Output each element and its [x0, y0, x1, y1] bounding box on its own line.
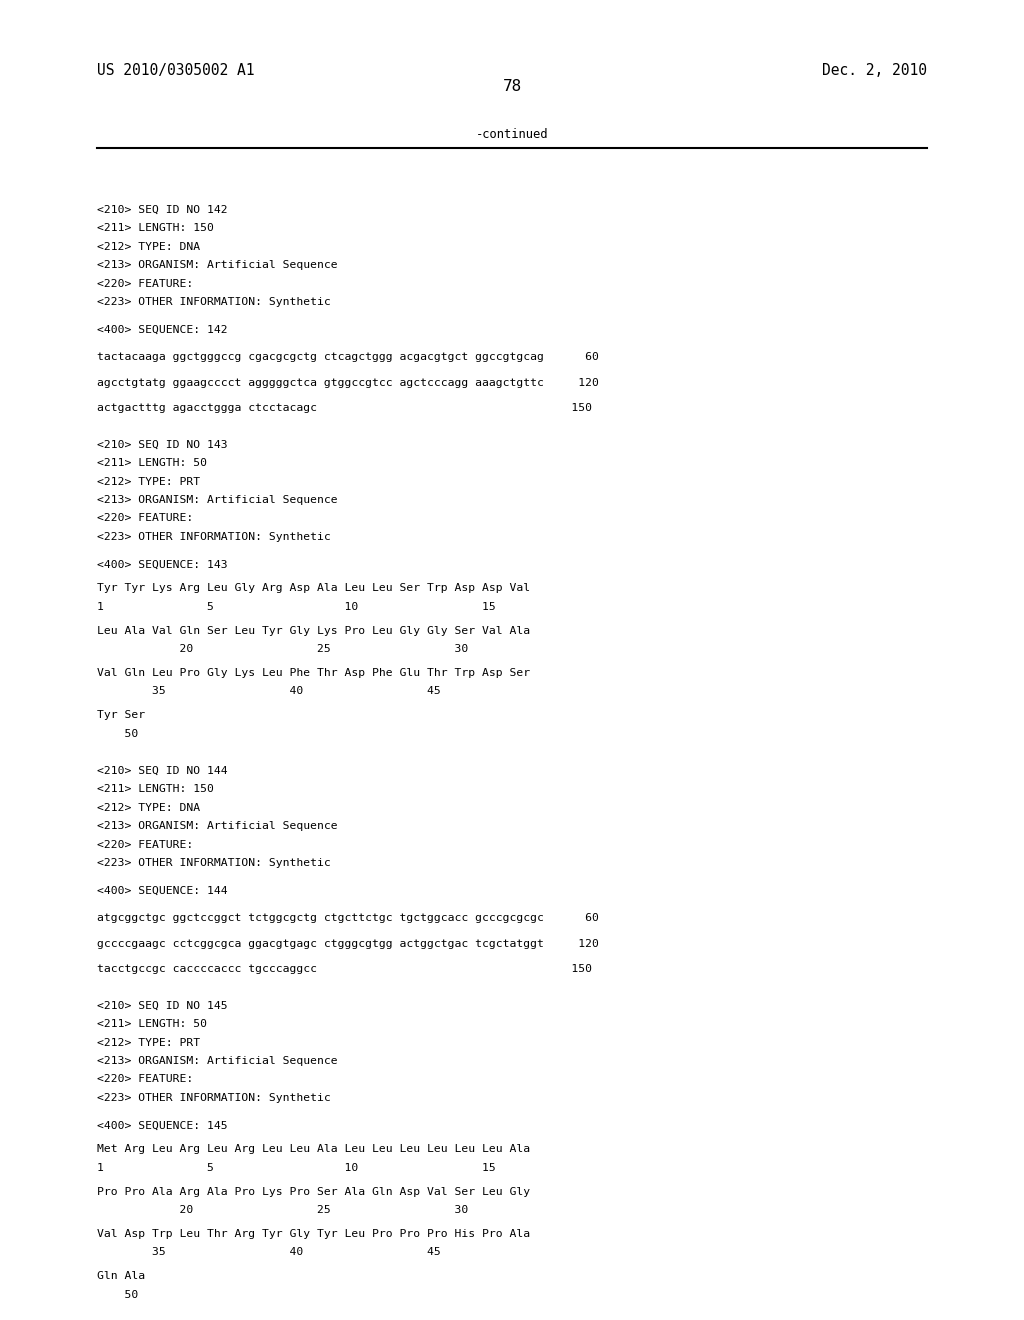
Text: atgcggctgc ggctccggct tctggcgctg ctgcttctgc tgctggcacc gcccgcgcgc      60: atgcggctgc ggctccggct tctggcgctg ctgcttc… [97, 913, 599, 924]
Text: US 2010/0305002 A1: US 2010/0305002 A1 [97, 63, 255, 78]
Text: <213> ORGANISM: Artificial Sequence: <213> ORGANISM: Artificial Sequence [97, 495, 338, 506]
Text: 35                  40                  45: 35 40 45 [97, 686, 441, 697]
Text: Pro Pro Ala Arg Ala Pro Lys Pro Ser Ala Gln Asp Val Ser Leu Gly: Pro Pro Ala Arg Ala Pro Lys Pro Ser Ala … [97, 1187, 530, 1197]
Text: <212> TYPE: PRT: <212> TYPE: PRT [97, 477, 201, 487]
Text: Val Gln Leu Pro Gly Lys Leu Phe Thr Asp Phe Glu Thr Trp Asp Ser: Val Gln Leu Pro Gly Lys Leu Phe Thr Asp … [97, 668, 530, 678]
Text: <220> FEATURE:: <220> FEATURE: [97, 279, 194, 289]
Text: <220> FEATURE:: <220> FEATURE: [97, 513, 194, 524]
Text: 20                  25                  30: 20 25 30 [97, 644, 469, 655]
Text: Gln Ala: Gln Ala [97, 1271, 145, 1282]
Text: <212> TYPE: PRT: <212> TYPE: PRT [97, 1038, 201, 1048]
Text: <400> SEQUENCE: 143: <400> SEQUENCE: 143 [97, 560, 228, 570]
Text: <213> ORGANISM: Artificial Sequence: <213> ORGANISM: Artificial Sequence [97, 260, 338, 271]
Text: <213> ORGANISM: Artificial Sequence: <213> ORGANISM: Artificial Sequence [97, 1056, 338, 1067]
Text: <210> SEQ ID NO 143: <210> SEQ ID NO 143 [97, 440, 228, 450]
Text: <211> LENGTH: 50: <211> LENGTH: 50 [97, 1019, 207, 1030]
Text: <213> ORGANISM: Artificial Sequence: <213> ORGANISM: Artificial Sequence [97, 821, 338, 832]
Text: <211> LENGTH: 150: <211> LENGTH: 150 [97, 784, 214, 795]
Text: Val Asp Trp Leu Thr Arg Tyr Gly Tyr Leu Pro Pro Pro His Pro Ala: Val Asp Trp Leu Thr Arg Tyr Gly Tyr Leu … [97, 1229, 530, 1239]
Text: <210> SEQ ID NO 145: <210> SEQ ID NO 145 [97, 1001, 228, 1011]
Text: 50: 50 [97, 729, 138, 739]
Text: 1               5                   10                  15: 1 5 10 15 [97, 602, 496, 612]
Text: <400> SEQUENCE: 145: <400> SEQUENCE: 145 [97, 1121, 228, 1131]
Text: <220> FEATURE:: <220> FEATURE: [97, 840, 194, 850]
Text: <400> SEQUENCE: 144: <400> SEQUENCE: 144 [97, 886, 228, 896]
Text: Dec. 2, 2010: Dec. 2, 2010 [821, 63, 927, 78]
Text: 50: 50 [97, 1290, 138, 1300]
Text: tacctgccgc caccccaccc tgcccaggcc                                     150: tacctgccgc caccccaccc tgcccaggcc 150 [97, 964, 592, 974]
Text: Tyr Ser: Tyr Ser [97, 710, 145, 721]
Text: 35                  40                  45: 35 40 45 [97, 1247, 441, 1258]
Text: tactacaaga ggctgggccg cgacgcgctg ctcagctggg acgacgtgct ggccgtgcag      60: tactacaaga ggctgggccg cgacgcgctg ctcagct… [97, 352, 599, 363]
Text: 20                  25                  30: 20 25 30 [97, 1205, 469, 1216]
Text: agcctgtatg ggaagcccct agggggctca gtggccgtcc agctcccagg aaagctgttc     120: agcctgtatg ggaagcccct agggggctca gtggccg… [97, 378, 599, 388]
Text: <211> LENGTH: 50: <211> LENGTH: 50 [97, 458, 207, 469]
Text: <400> SEQUENCE: 142: <400> SEQUENCE: 142 [97, 325, 228, 335]
Text: <223> OTHER INFORMATION: Synthetic: <223> OTHER INFORMATION: Synthetic [97, 532, 331, 543]
Text: 1               5                   10                  15: 1 5 10 15 [97, 1163, 496, 1173]
Text: Leu Ala Val Gln Ser Leu Tyr Gly Lys Pro Leu Gly Gly Ser Val Ala: Leu Ala Val Gln Ser Leu Tyr Gly Lys Pro … [97, 626, 530, 636]
Text: -continued: -continued [476, 128, 548, 141]
Text: <211> LENGTH: 150: <211> LENGTH: 150 [97, 223, 214, 234]
Text: actgactttg agacctggga ctcctacagc                                     150: actgactttg agacctggga ctcctacagc 150 [97, 403, 592, 413]
Text: <223> OTHER INFORMATION: Synthetic: <223> OTHER INFORMATION: Synthetic [97, 297, 331, 308]
Text: 78: 78 [503, 79, 521, 94]
Text: Met Arg Leu Arg Leu Arg Leu Leu Ala Leu Leu Leu Leu Leu Leu Ala: Met Arg Leu Arg Leu Arg Leu Leu Ala Leu … [97, 1144, 530, 1155]
Text: <220> FEATURE:: <220> FEATURE: [97, 1074, 194, 1085]
Text: <223> OTHER INFORMATION: Synthetic: <223> OTHER INFORMATION: Synthetic [97, 858, 331, 869]
Text: Tyr Tyr Lys Arg Leu Gly Arg Asp Ala Leu Leu Ser Trp Asp Asp Val: Tyr Tyr Lys Arg Leu Gly Arg Asp Ala Leu … [97, 583, 530, 594]
Text: <210> SEQ ID NO 142: <210> SEQ ID NO 142 [97, 205, 228, 215]
Text: gccccgaagc cctcggcgca ggacgtgagc ctgggcgtgg actggctgac tcgctatggt     120: gccccgaagc cctcggcgca ggacgtgagc ctgggcg… [97, 939, 599, 949]
Text: <223> OTHER INFORMATION: Synthetic: <223> OTHER INFORMATION: Synthetic [97, 1093, 331, 1104]
Text: <212> TYPE: DNA: <212> TYPE: DNA [97, 242, 201, 252]
Text: <210> SEQ ID NO 144: <210> SEQ ID NO 144 [97, 766, 228, 776]
Text: <212> TYPE: DNA: <212> TYPE: DNA [97, 803, 201, 813]
